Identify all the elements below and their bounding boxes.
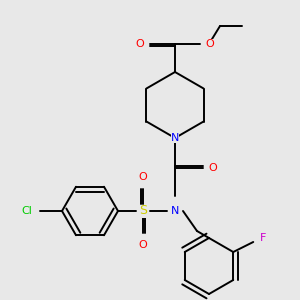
Text: N: N xyxy=(171,206,179,216)
Text: O: O xyxy=(139,240,147,250)
Text: O: O xyxy=(206,39,214,49)
Text: S: S xyxy=(139,205,147,218)
Text: N: N xyxy=(171,133,179,143)
Text: F: F xyxy=(260,233,266,243)
Text: O: O xyxy=(139,172,147,182)
Text: O: O xyxy=(208,163,217,173)
Text: O: O xyxy=(136,39,144,49)
Text: Cl: Cl xyxy=(22,206,32,216)
